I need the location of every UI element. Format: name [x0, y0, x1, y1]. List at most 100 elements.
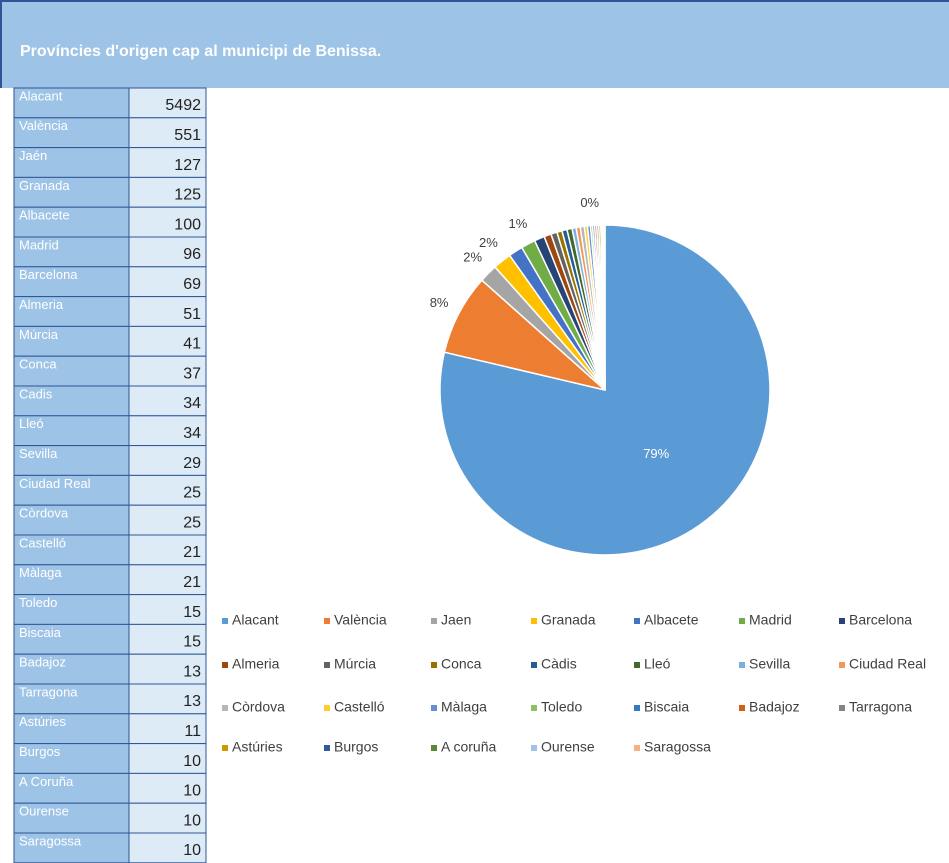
- value-cell: [128, 385, 207, 417]
- province-name: Màlaga: [19, 565, 62, 580]
- legend-label: Albacete: [644, 612, 699, 628]
- province-name: Ciudad Real: [19, 476, 91, 491]
- legend-marker: [431, 618, 437, 624]
- province-count: 96: [183, 246, 201, 263]
- pie-slice: [603, 224, 606, 391]
- name-cell: [13, 385, 130, 417]
- legend-label: Barcelona: [849, 612, 912, 628]
- legend-marker: [839, 662, 845, 668]
- value-cell: [128, 623, 207, 655]
- province-count: 100: [174, 216, 201, 233]
- legend-label: Astúries: [232, 739, 283, 755]
- province-count: 51: [183, 306, 201, 323]
- province-name: Sevilla: [19, 446, 58, 461]
- value-cell: [128, 266, 207, 298]
- legend-label: Còrdova: [232, 699, 285, 715]
- value-cell: [128, 683, 207, 715]
- province-name: Saragossa: [19, 833, 82, 848]
- province-count: 551: [174, 127, 201, 144]
- value-cell: [128, 296, 207, 327]
- province-count: 29: [183, 455, 201, 472]
- legend-label: Conca: [441, 656, 482, 672]
- province-name: Biscaia: [19, 625, 62, 640]
- header-band: [0, 0, 949, 88]
- legend-label: Alacant: [232, 612, 279, 628]
- legend-marker: [839, 705, 845, 711]
- name-cell: [13, 266, 130, 298]
- legend-label: Granada: [541, 612, 596, 628]
- province-count: 21: [183, 544, 201, 561]
- legend-marker: [431, 662, 437, 668]
- legend-marker: [531, 745, 537, 751]
- province-count: 13: [183, 663, 201, 680]
- province-name: Ourense: [19, 804, 69, 819]
- province-name: Barcelona: [19, 267, 78, 282]
- value-cell: [128, 772, 207, 804]
- province-count: 13: [183, 693, 201, 710]
- legend-label: Sevilla: [749, 656, 790, 672]
- province-count: 10: [183, 812, 201, 829]
- value-cell: [128, 802, 207, 834]
- legend-marker: [222, 705, 228, 711]
- data-label: 79%: [643, 446, 669, 461]
- province-count: 11: [184, 723, 201, 740]
- value-cell: [128, 147, 207, 178]
- province-count: 34: [183, 395, 201, 412]
- data-label: 0%: [580, 195, 599, 210]
- province-count: 125: [174, 187, 201, 204]
- name-cell: [13, 236, 130, 268]
- province-count: 25: [183, 485, 201, 502]
- legend-label: Tarragona: [849, 699, 912, 715]
- data-label: 2%: [463, 249, 482, 264]
- legend-marker: [222, 618, 228, 624]
- legend-marker: [839, 618, 845, 624]
- legend-label: València: [334, 612, 387, 628]
- name-cell: [13, 802, 130, 834]
- name-cell: [13, 683, 130, 715]
- province-name: Cadis: [19, 386, 53, 401]
- province-count: 10: [183, 783, 201, 800]
- province-name: Alacant: [19, 88, 63, 103]
- value-cell: [128, 117, 207, 149]
- province-name: Conca: [19, 357, 57, 372]
- legend-label: Badajoz: [749, 699, 800, 715]
- data-label: 1%: [509, 216, 528, 231]
- province-name: Lleó: [19, 416, 44, 431]
- province-name: Badajoz: [19, 655, 66, 670]
- value-cell: [128, 325, 207, 357]
- legend-marker: [222, 745, 228, 751]
- legend-label: Lleó: [644, 656, 671, 672]
- value-cell: [128, 176, 207, 208]
- legend-marker: [531, 662, 537, 668]
- name-cell: [13, 87, 130, 119]
- legend-marker: [739, 705, 745, 711]
- legend-marker: [431, 705, 437, 711]
- title: Províncies d'origen cap al municipi de B…: [20, 43, 381, 60]
- province-count: 21: [183, 574, 201, 591]
- name-cell: [13, 355, 130, 387]
- legend-marker: [531, 705, 537, 711]
- province-count: 127: [174, 157, 201, 174]
- province-count: 15: [183, 634, 201, 651]
- legend-label: Múrcia: [334, 656, 376, 672]
- data-label: 2%: [479, 235, 498, 250]
- legend-marker: [634, 618, 640, 624]
- province-name: Múrcia: [19, 327, 59, 342]
- legend-marker: [324, 745, 330, 751]
- legend-label: Ciudad Real: [849, 656, 926, 672]
- name-cell: [13, 743, 130, 774]
- province-count: 5492: [165, 97, 201, 114]
- name-cell: [13, 474, 130, 506]
- province-count: 37: [183, 365, 201, 382]
- legend-marker: [739, 618, 745, 624]
- legend-marker: [634, 662, 640, 668]
- value-cell: [128, 653, 207, 685]
- province-name: A Coruña: [19, 774, 74, 789]
- legend-label: Càdis: [541, 656, 577, 672]
- value-cell: [128, 355, 207, 387]
- province-name: Jaén: [19, 148, 47, 163]
- name-cell: [13, 147, 130, 178]
- name-cell: [13, 117, 130, 149]
